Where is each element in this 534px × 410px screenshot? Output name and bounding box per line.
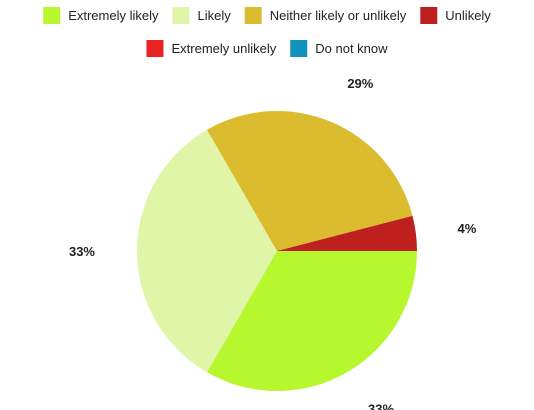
legend-item-unlikely: Unlikely bbox=[420, 7, 491, 24]
pie-slice-extremely-likely bbox=[207, 251, 417, 391]
legend-label-extremely-unlikely: Extremely unlikely bbox=[171, 41, 276, 56]
legend-item-do-not-know: Do not know bbox=[290, 40, 388, 57]
legend-label-extremely-likely: Extremely likely bbox=[68, 8, 159, 23]
legend-item-extremely-likely: Extremely likely bbox=[43, 7, 159, 24]
legend-swatch-unlikely bbox=[420, 7, 438, 24]
legend-swatch-neither-likely-or-unlikely bbox=[244, 7, 262, 24]
slice-label-unlikely: 4% bbox=[458, 221, 477, 236]
legend: Extremely likely Likely Neither likely or … bbox=[43, 7, 491, 57]
slice-label-likely: 33% bbox=[69, 244, 95, 259]
legend-swatch-do-not-know bbox=[290, 40, 308, 57]
legend-item-extremely-unlikely: Extremely unlikely bbox=[146, 40, 277, 57]
slice-label-extremely-likely: 33% bbox=[368, 402, 394, 410]
legend-label-do-not-know: Do not know bbox=[315, 41, 388, 56]
legend-label-likely: Likely bbox=[197, 8, 231, 23]
legend-swatch-likely bbox=[172, 7, 190, 24]
legend-swatch-extremely-unlikely bbox=[146, 40, 164, 57]
legend-label-unlikely: Unlikely bbox=[445, 8, 491, 23]
slice-labels: 33% 33% 29% 4% bbox=[69, 76, 477, 410]
slice-label-neither-likely-or-unlikely: 29% bbox=[347, 76, 373, 91]
legend-item-neither-likely-or-unlikely: Neither likely or unlikely bbox=[244, 7, 407, 24]
legend-label-neither-likely-or-unlikely: Neither likely or unlikely bbox=[270, 8, 407, 23]
pie-slices bbox=[137, 110, 417, 391]
pie-slice-neither-likely-or-unlikely bbox=[207, 110, 413, 251]
legend-swatch-extremely-likely bbox=[43, 7, 61, 24]
legend-item-likely: Likely bbox=[172, 7, 231, 24]
pie-slice-unlikely bbox=[277, 215, 417, 251]
